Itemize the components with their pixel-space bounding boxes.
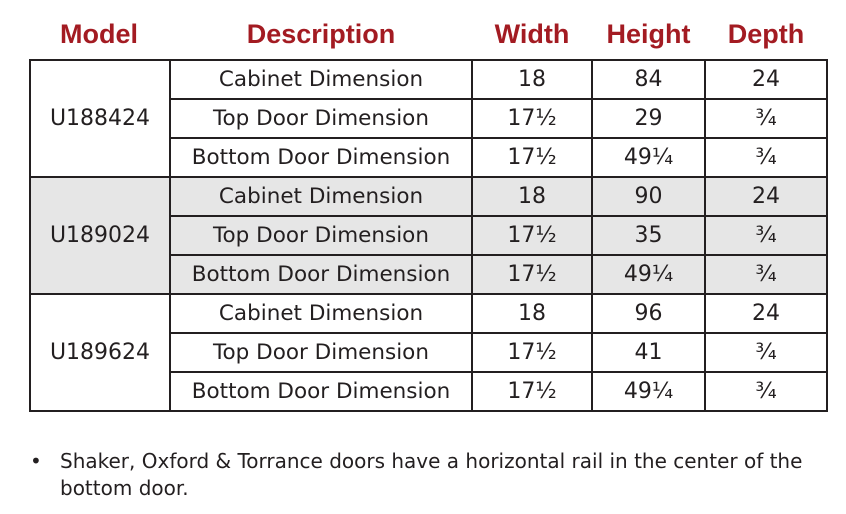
dimensions-table: U188424 Cabinet Dimension 18 84 24 Top Door D…	[29, 59, 828, 412]
width-cell: 17½	[471, 371, 593, 412]
description-cell: Bottom Door Dimension	[169, 137, 473, 178]
width-cell: 18	[471, 176, 593, 217]
depth-cell: ¾	[704, 137, 828, 178]
width-cell: 18	[471, 59, 593, 100]
description-cell: Bottom Door Dimension	[169, 371, 473, 412]
height-cell: 96	[591, 293, 706, 334]
table-row: Top Door Dimension 17½ 41 ¾	[30, 332, 828, 373]
width-cell: 17½	[471, 215, 593, 256]
header-model: Model	[60, 19, 138, 49]
depth-cell: ¾	[704, 254, 828, 295]
description-cell: Top Door Dimension	[169, 332, 473, 373]
height-cell: 35	[591, 215, 706, 256]
depth-cell: ¾	[704, 371, 828, 412]
depth-cell: ¾	[704, 98, 828, 139]
width-cell: 18	[471, 293, 593, 334]
description-cell: Top Door Dimension	[169, 98, 473, 139]
width-cell: 17½	[471, 137, 593, 178]
table-row: Bottom Door Dimension 17½ 49¼ ¾	[30, 371, 828, 412]
table-row: Top Door Dimension 17½ 29 ¾	[30, 98, 828, 139]
height-cell: 49¼	[591, 254, 706, 295]
height-cell: 49¼	[591, 137, 706, 178]
description-cell: Top Door Dimension	[169, 215, 473, 256]
depth-cell: 24	[704, 59, 828, 100]
width-cell: 17½	[471, 254, 593, 295]
height-cell: 49¼	[591, 371, 706, 412]
height-cell: 29	[591, 98, 706, 139]
table-row: Top Door Dimension 17½ 35 ¾	[30, 215, 828, 256]
header-description: Description	[246, 19, 396, 49]
model-cell: U189024	[29, 176, 171, 295]
model-cell: U189624	[29, 293, 171, 412]
table-row: U189624 Cabinet Dimension 18 96 24	[29, 293, 828, 412]
footnote: • Shaker, Oxford & Torrance doors have a…	[30, 448, 830, 502]
width-cell: 17½	[471, 98, 593, 139]
depth-cell: 24	[704, 176, 828, 217]
width-cell: 17½	[471, 332, 593, 373]
header-width: Width	[494, 19, 570, 49]
description-cell: Cabinet Dimension	[169, 59, 473, 100]
depth-cell: 24	[704, 293, 828, 334]
footnote-text: Shaker, Oxford & Torrance doors have a h…	[60, 449, 803, 500]
bullet-icon: •	[30, 449, 42, 473]
description-cell: Cabinet Dimension	[169, 176, 473, 217]
depth-cell: ¾	[704, 332, 828, 373]
height-cell: 41	[591, 332, 706, 373]
header-depth: Depth	[727, 19, 805, 49]
table-row: Bottom Door Dimension 17½ 49¼ ¾	[30, 254, 828, 295]
table-row: Bottom Door Dimension 17½ 49¼ ¾	[30, 137, 828, 178]
header-height: Height	[606, 19, 691, 49]
model-cell: U188424	[29, 59, 171, 178]
table-row: U188424 Cabinet Dimension 18 84 24	[29, 59, 828, 178]
height-cell: 84	[591, 59, 706, 100]
description-cell: Bottom Door Dimension	[169, 254, 473, 295]
table-row: U189024 Cabinet Dimension 18 90 24	[29, 176, 828, 295]
depth-cell: ¾	[704, 215, 828, 256]
description-cell: Cabinet Dimension	[169, 293, 473, 334]
height-cell: 90	[591, 176, 706, 217]
